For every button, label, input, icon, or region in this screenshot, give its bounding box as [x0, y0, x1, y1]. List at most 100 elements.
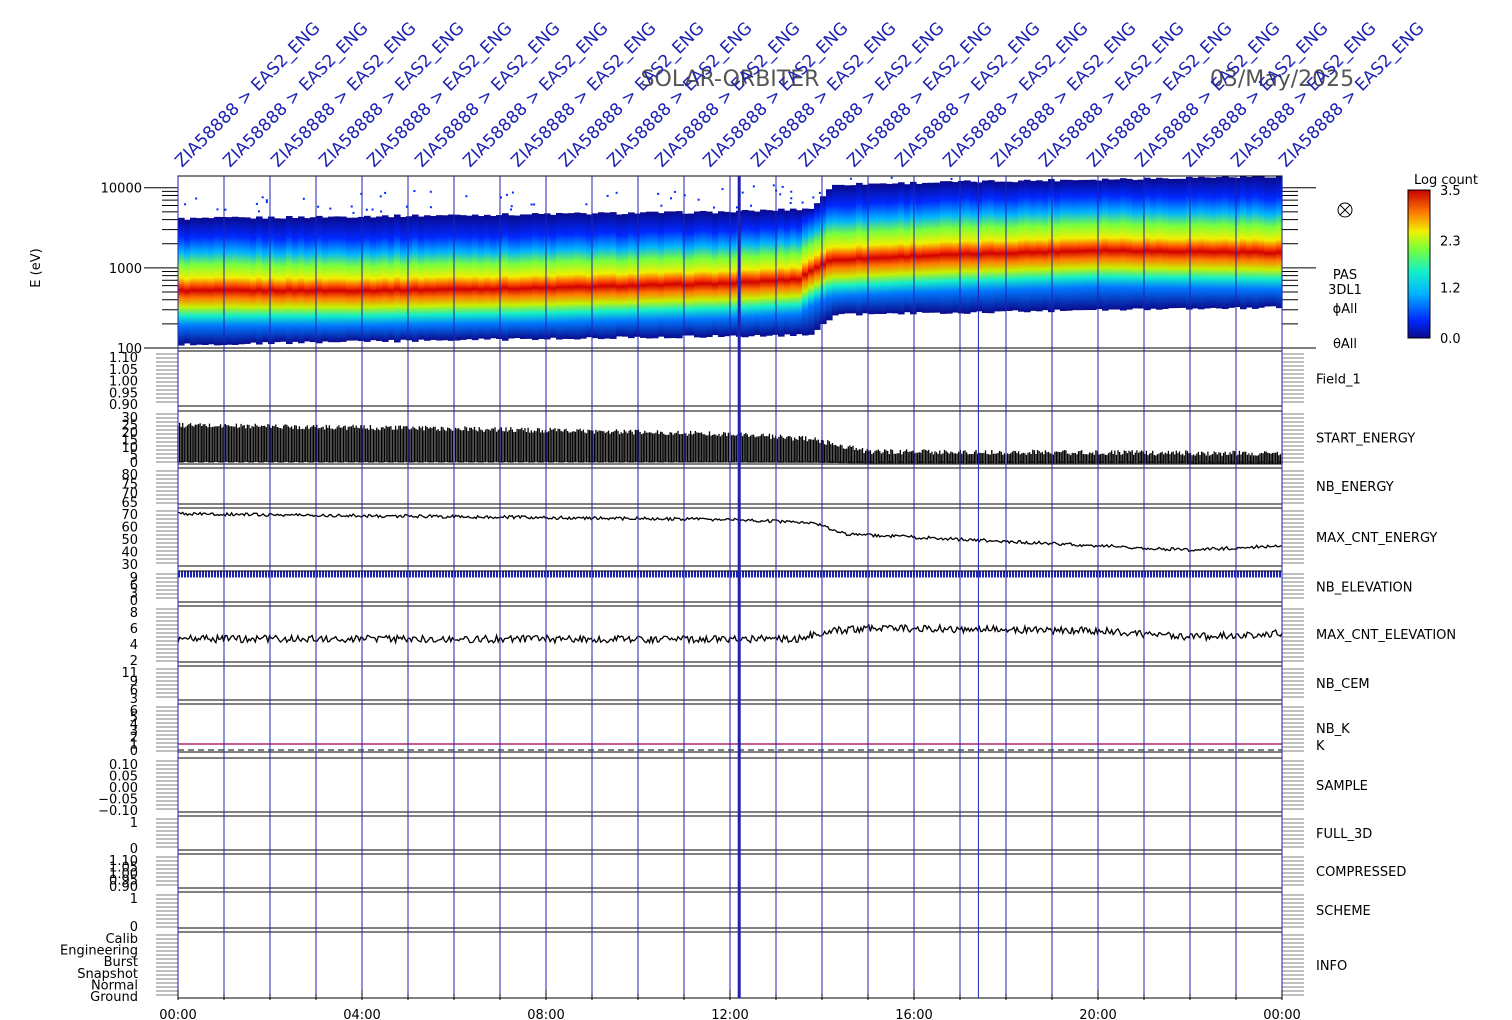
panel-tick-label: 0	[130, 456, 138, 471]
spectrogram-column	[772, 210, 779, 335]
time-tick-label: 12:00	[711, 1008, 748, 1020]
spectrogram-column	[712, 213, 719, 336]
spectrogram-column	[790, 208, 797, 337]
noise-dot	[670, 197, 672, 200]
spectrogram-column	[928, 182, 935, 313]
spectrogram-column	[616, 214, 623, 337]
spectrogram-column	[958, 180, 965, 314]
noise-dot	[789, 202, 792, 204]
noise-dot	[683, 194, 686, 197]
noise-dot	[510, 208, 512, 211]
spectrogram-column	[658, 213, 665, 337]
noise-dot	[533, 203, 536, 206]
spectrogram-column	[1102, 178, 1109, 311]
noise-dot	[750, 204, 752, 207]
spectrogram-column	[796, 210, 803, 335]
time-tick-label: 04:00	[343, 1008, 380, 1020]
panel-tick-label: 0	[130, 594, 138, 609]
spectrogram-column	[316, 215, 323, 344]
spectrogram-column	[1276, 175, 1283, 309]
spectrogram-column	[946, 181, 953, 314]
panel-tick-label: 1.05	[109, 861, 138, 876]
spectrogram-column	[976, 182, 983, 312]
spectrogram-column	[400, 217, 407, 340]
spectrogram-column	[1174, 178, 1181, 309]
spectrogram-column	[628, 212, 635, 339]
colorbar	[1407, 189, 1431, 339]
panel-label: SAMPLE	[1316, 779, 1368, 794]
panel-tick-label: 0.10	[109, 758, 138, 773]
spectrogram-column	[604, 212, 611, 339]
panel-tick-label: Engineering	[60, 944, 138, 959]
panel-tick-label: 50	[121, 533, 138, 548]
spectrogram-column	[994, 181, 1001, 312]
spectrogram-y-tick-label: 100	[117, 342, 142, 357]
panel-tick-label: 1.00	[109, 867, 138, 882]
spectrogram-column	[196, 218, 203, 345]
spectrogram-column	[436, 215, 443, 341]
spectrogram-column	[1150, 178, 1157, 309]
spectrogram-column	[556, 212, 563, 340]
panel-tick-label: 11	[121, 666, 138, 681]
spectrogram-column	[292, 218, 299, 342]
spectrogram-column	[1090, 179, 1097, 311]
spectrogram-column	[766, 210, 773, 336]
panel-tick-label: 0	[130, 744, 138, 759]
spectrogram-column	[952, 182, 959, 313]
spectrogram-column	[478, 216, 485, 339]
noise-dot	[781, 185, 784, 188]
time-tick-label: 08:00	[527, 1008, 564, 1020]
spectrogram-column	[1216, 177, 1223, 309]
noise-dot	[500, 196, 502, 199]
colorbar-title: Log count	[1414, 173, 1478, 188]
spectrogram-column	[1270, 177, 1277, 307]
spectrogram-column	[670, 211, 677, 339]
time-tick-label: 20:00	[1079, 1008, 1116, 1020]
spectrogram-column	[820, 196, 827, 325]
panel-tick-label: 75	[121, 477, 138, 492]
spectrogram-column	[274, 218, 281, 343]
noise-dot	[302, 197, 305, 200]
panel-field-1: 1.101.051.000.950.90 Field_1	[109, 350, 1361, 413]
noise-dot	[384, 191, 387, 194]
spectrogram-column	[700, 210, 707, 338]
panel-tick-label: 3	[130, 586, 138, 601]
panel-tick-label: 8	[130, 606, 138, 621]
spectrogram-column	[682, 213, 689, 336]
panel-label: FULL_3D	[1316, 827, 1372, 842]
panel-tick-label: 65	[121, 496, 138, 511]
spectrogram-column	[472, 214, 479, 341]
cross-in-circle-icon	[1337, 202, 1353, 218]
spectrogram-column	[340, 216, 347, 342]
colorbar-tick-label: 2.3	[1440, 235, 1461, 250]
spectrogram-column	[178, 217, 185, 346]
noise-dot	[505, 193, 508, 196]
spectrogram-column	[964, 180, 971, 314]
spectrogram-column	[532, 213, 539, 341]
panel-label: NB_CEM	[1316, 677, 1370, 692]
spectrogram-column	[1096, 180, 1103, 310]
panel-label: NB_ELEVATION	[1316, 581, 1413, 596]
spectrogram-column	[328, 216, 335, 343]
spectrogram-column	[1084, 179, 1091, 311]
spectrogram-column	[508, 215, 515, 339]
spectrogram-column	[694, 211, 701, 338]
spectrogram-column	[1156, 177, 1163, 310]
noise-dot	[360, 192, 363, 195]
spectrogram-column	[622, 214, 629, 337]
spectrogram-column	[514, 215, 521, 339]
noise-dot	[713, 206, 715, 209]
panel-tick-label: 3	[130, 692, 138, 707]
spectrogram-column	[982, 180, 989, 314]
noise-dot	[195, 197, 198, 200]
panel-tick-label: 0	[130, 842, 138, 857]
spectrogram-column	[460, 215, 467, 340]
panel-tick-label: 6	[130, 579, 138, 594]
panel-label: NB_K	[1316, 722, 1350, 737]
spectrogram-column	[1168, 178, 1175, 309]
noise-dot	[741, 191, 744, 194]
spectrogram-column	[592, 213, 599, 339]
spectrogram-y-tick-label: 1000	[109, 262, 142, 277]
